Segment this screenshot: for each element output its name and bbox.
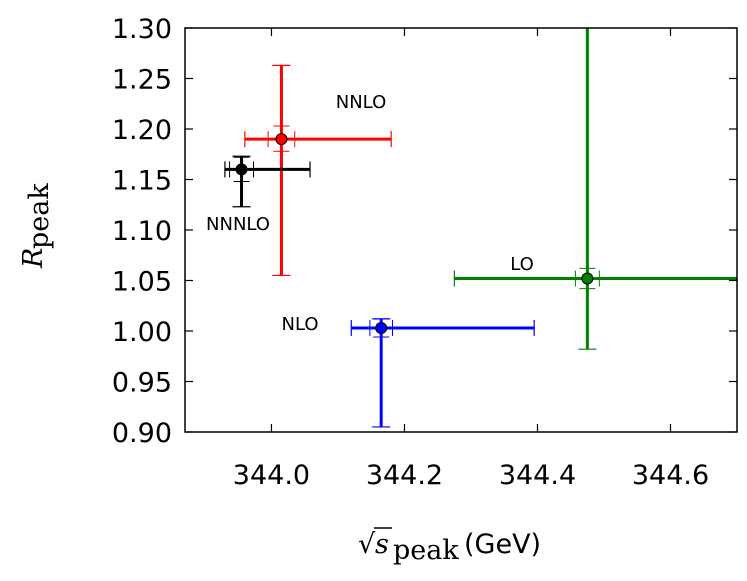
x-axis-subscript: peak <box>393 535 459 566</box>
x-axis-title: √ s peak (GeV) <box>358 527 541 566</box>
nnlo-label: NNLO <box>336 92 386 113</box>
x-tick-label: 344.4 <box>499 460 576 491</box>
x-axis-sqrt-sign: √ <box>358 529 376 560</box>
series-lo <box>453 28 737 350</box>
nnnlo-point <box>235 163 248 176</box>
axis-ticks: 344.0 344.2 344.4 344.6 0.90 0.95 1.00 1.05 1.10… <box>112 14 737 491</box>
y-axis-subscript: peak <box>24 183 55 249</box>
x-axis-symbol: s <box>375 529 389 560</box>
y-axis-symbol: R <box>18 248 49 269</box>
y-tick-label: 1.00 <box>112 317 172 348</box>
x-tick-label: 344.6 <box>632 460 709 491</box>
plot-area <box>224 28 737 428</box>
nlo-point <box>375 321 388 334</box>
y-tick-label: 1.30 <box>112 14 172 45</box>
x-axis-unit: (GeV) <box>464 529 541 560</box>
lo-label: LO <box>510 254 534 275</box>
y-tick-label: 0.90 <box>112 418 172 449</box>
y-tick-label: 1.15 <box>112 166 172 197</box>
x-tick-label: 344.0 <box>233 460 310 491</box>
lo-point <box>581 272 594 285</box>
series-nlo <box>350 318 535 428</box>
nnnlo-label: NNNLO <box>206 214 270 235</box>
y-tick-label: 1.05 <box>112 267 172 298</box>
nlo-label: NLO <box>281 314 318 335</box>
series-nnnlo <box>224 155 311 208</box>
nnlo-point <box>275 133 288 146</box>
y-tick-label: 1.10 <box>112 216 172 247</box>
x-tick-label: 344.2 <box>366 460 443 491</box>
series-labels: LO NLO NNLO NNNLO <box>206 92 534 335</box>
y-tick-label: 1.25 <box>112 65 172 96</box>
y-tick-label: 0.95 <box>112 368 172 399</box>
y-axis-title: R peak <box>18 183 55 269</box>
y-tick-label: 1.20 <box>112 115 172 146</box>
